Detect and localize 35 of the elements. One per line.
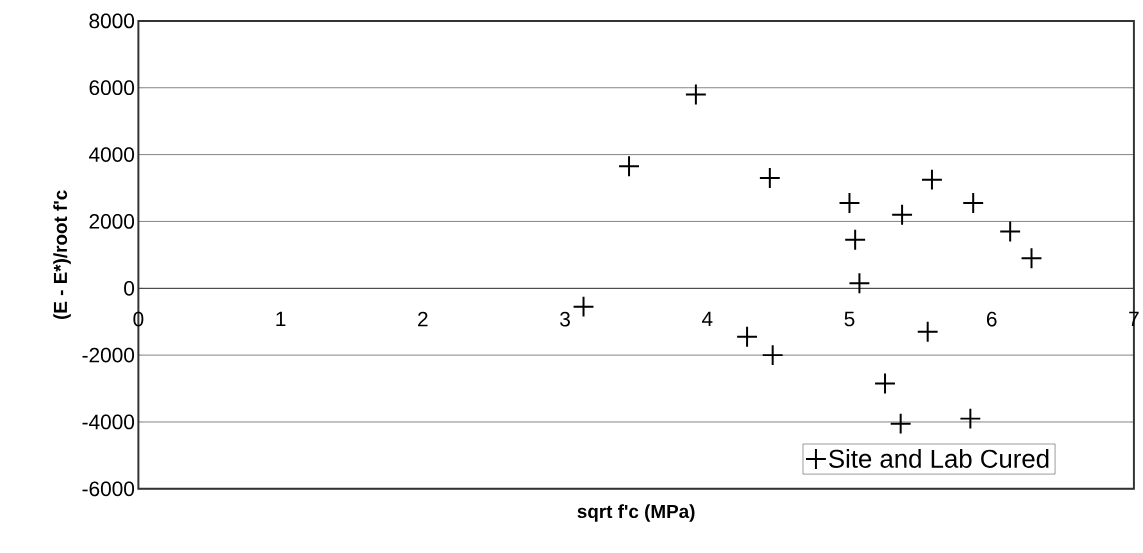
x-tick-label: 6: [986, 311, 997, 327]
y-tick-label: 8000: [89, 13, 135, 29]
x-tick-label: 5: [844, 311, 855, 327]
y-tick-label: 2000: [89, 214, 135, 230]
point: [1020, 247, 1043, 270]
x-tick-label: 2: [418, 311, 428, 327]
point: [758, 167, 781, 190]
y-axis-title: (E - E*)/root f'c: [53, 190, 71, 320]
point: [916, 321, 939, 343]
legend-label: Site and Lab Cured: [829, 449, 1049, 469]
point: [736, 326, 759, 348]
y-tick-label: 0: [124, 281, 135, 296]
point: [962, 192, 985, 215]
point: [761, 344, 784, 367]
point: [959, 407, 982, 430]
point: [684, 83, 707, 106]
y-tick-label: -2000: [82, 347, 135, 363]
y-tick-label: -4000: [82, 414, 135, 430]
y-tick-label: 4000: [89, 147, 135, 163]
point: [848, 272, 871, 295]
x-axis-title: sqrt f'c (MPa): [577, 504, 695, 523]
point: [874, 372, 896, 395]
point: [572, 295, 595, 318]
point: [618, 155, 640, 178]
point: [844, 229, 867, 251]
point: [891, 204, 914, 226]
x-tick-label: 1: [276, 311, 286, 327]
point: [999, 220, 1022, 243]
x-tick-label: 3: [560, 311, 570, 327]
point: [838, 192, 861, 215]
x-tick-label: 4: [701, 311, 713, 327]
y-tick-label: -6000: [82, 481, 135, 497]
y-tick-label: 6000: [89, 80, 135, 96]
point: [889, 412, 912, 435]
point: [921, 168, 943, 191]
